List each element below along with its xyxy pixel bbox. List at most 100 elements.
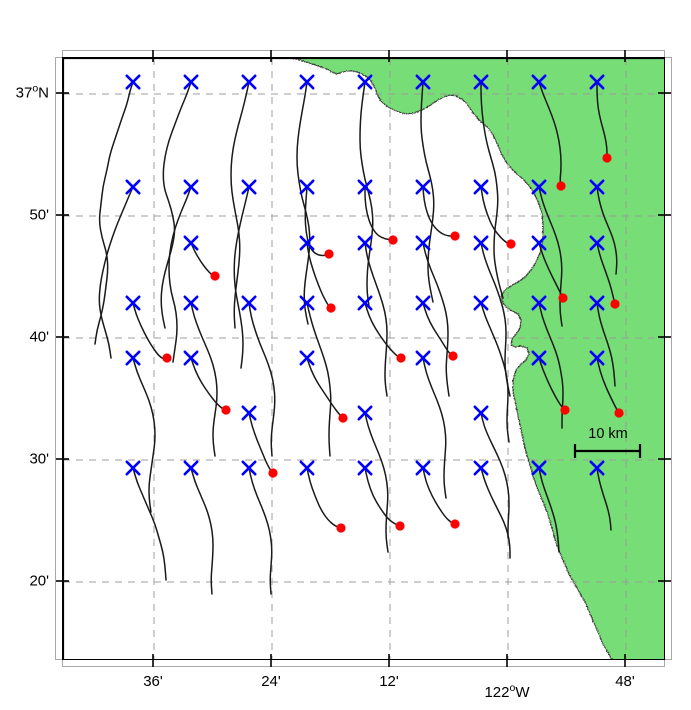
landmass-california (289, 58, 664, 659)
trajectory-path (168, 186, 192, 363)
grid-lines (63, 58, 664, 659)
trajectory-start-marker (589, 74, 605, 90)
trajectory-start-marker (415, 295, 431, 311)
trajectory-path (190, 242, 216, 277)
trajectory-path (596, 242, 616, 305)
trajectory-end-marker (450, 231, 460, 241)
trajectory-path (160, 81, 192, 329)
xtick-label-12: 12' (379, 673, 399, 690)
trajectory-start-marker (473, 235, 489, 251)
xtick-label-48: 48' (615, 673, 635, 690)
trajectory-start-marker (473, 74, 489, 90)
trajectory-start-marker (415, 74, 431, 90)
trajectory-path (296, 81, 311, 325)
trajectory-path (248, 467, 273, 595)
trajectory-end-marker (336, 523, 346, 533)
trajectory-path (364, 302, 402, 359)
trajectory-start-marker (357, 235, 373, 251)
trajectory-path (190, 357, 227, 411)
trajectory-start-marker (183, 179, 199, 195)
trajectory-end-marker (506, 239, 516, 249)
trajectory-path (422, 186, 456, 237)
trajectory-start-marker (299, 350, 315, 366)
trajectory-path (98, 186, 134, 359)
trajectory-path (596, 302, 616, 387)
trajectory-path (306, 302, 332, 457)
trajectory-end-marker (395, 521, 405, 531)
trajectory-end-marker (162, 353, 172, 363)
map-plot-area[interactable]: 10 km (62, 57, 665, 660)
ytick-label-30: 30' (29, 450, 49, 468)
trajectory-path (306, 467, 342, 529)
trajectory-start-marker (357, 179, 373, 195)
trajectory-path (538, 357, 566, 411)
trajectory-start-marker (473, 295, 489, 311)
trajectory-start-marker (415, 350, 431, 366)
trajectory-start-marker (531, 179, 547, 195)
trajectory-start-marker (299, 460, 315, 476)
trajectory-start-marker (241, 405, 257, 421)
trajectory-start-marker (183, 295, 199, 311)
trajectory-path (94, 81, 134, 345)
trajectory-start-marker (473, 460, 489, 476)
trajectory-start-marker (183, 235, 199, 251)
trajectory-path (132, 357, 156, 513)
trajectory-start-marker (357, 74, 373, 90)
trajectory-start-marker (241, 179, 257, 195)
trajectory-start-marker (241, 295, 257, 311)
trajectory-end-marker (448, 351, 458, 361)
frame-rule-right (664, 57, 672, 660)
trajectory-path (538, 467, 560, 553)
trajectory-end-marker (210, 271, 220, 281)
trajectory-start-marker (241, 74, 257, 90)
trajectory-start-marker (531, 74, 547, 90)
trajectory-start-marker (473, 405, 489, 421)
trajectory-end-marker (268, 468, 278, 478)
trajectory-start-marker (183, 350, 199, 366)
trajectory-end-marker (396, 353, 406, 363)
trajectory-path (480, 81, 504, 299)
trajectory-path (480, 467, 511, 559)
trajectory-end-marker (556, 181, 566, 191)
trajectory-start-marker (299, 295, 315, 311)
trajectory-start-marker (531, 295, 547, 311)
trajectory-path (538, 302, 564, 429)
trajectory-path (596, 186, 618, 275)
trajectory-start-marker (125, 350, 141, 366)
trajectory-start-marker (299, 179, 315, 195)
ytick-label-40: 40' (29, 328, 49, 346)
trajectory-start-marker (357, 295, 373, 311)
trajectory-path (132, 302, 168, 361)
trajectory-path (364, 242, 388, 397)
trajectory-start-marker (299, 74, 315, 90)
trajectory-path (248, 412, 274, 474)
trajectory-path (230, 81, 250, 329)
trajectory-start-marker (589, 295, 605, 311)
trajectory-end-marker (388, 235, 398, 245)
frame-rule-bottom (62, 659, 665, 667)
trajectory-start-marker (415, 179, 431, 195)
trajectory-start-marker (357, 405, 373, 421)
trajectory-start-marker (241, 460, 257, 476)
trajectory-start-marker (183, 460, 199, 476)
trajectory-path (190, 302, 218, 457)
trajectory-start-marker (125, 179, 141, 195)
trajectory-path (422, 357, 447, 499)
trajectory-path (422, 302, 454, 357)
trajectory-paths-layer (94, 81, 620, 595)
trajectory-path (248, 302, 276, 457)
trajectory-path (359, 81, 374, 307)
trajectory-end-marker (338, 413, 348, 423)
trajectory-path (480, 186, 512, 245)
trajectory-start-marker (183, 74, 199, 90)
trajectory-path (596, 81, 608, 159)
map-canvas[interactable] (63, 58, 665, 660)
trajectory-start-marker (125, 295, 141, 311)
trajectory-path (480, 302, 510, 443)
trajectory-path (422, 467, 456, 525)
trajectory-end-markers-layer (162, 153, 624, 533)
trajectory-path (190, 467, 214, 595)
trajectory-start-marker (357, 460, 373, 476)
trajectory-path (132, 467, 167, 581)
